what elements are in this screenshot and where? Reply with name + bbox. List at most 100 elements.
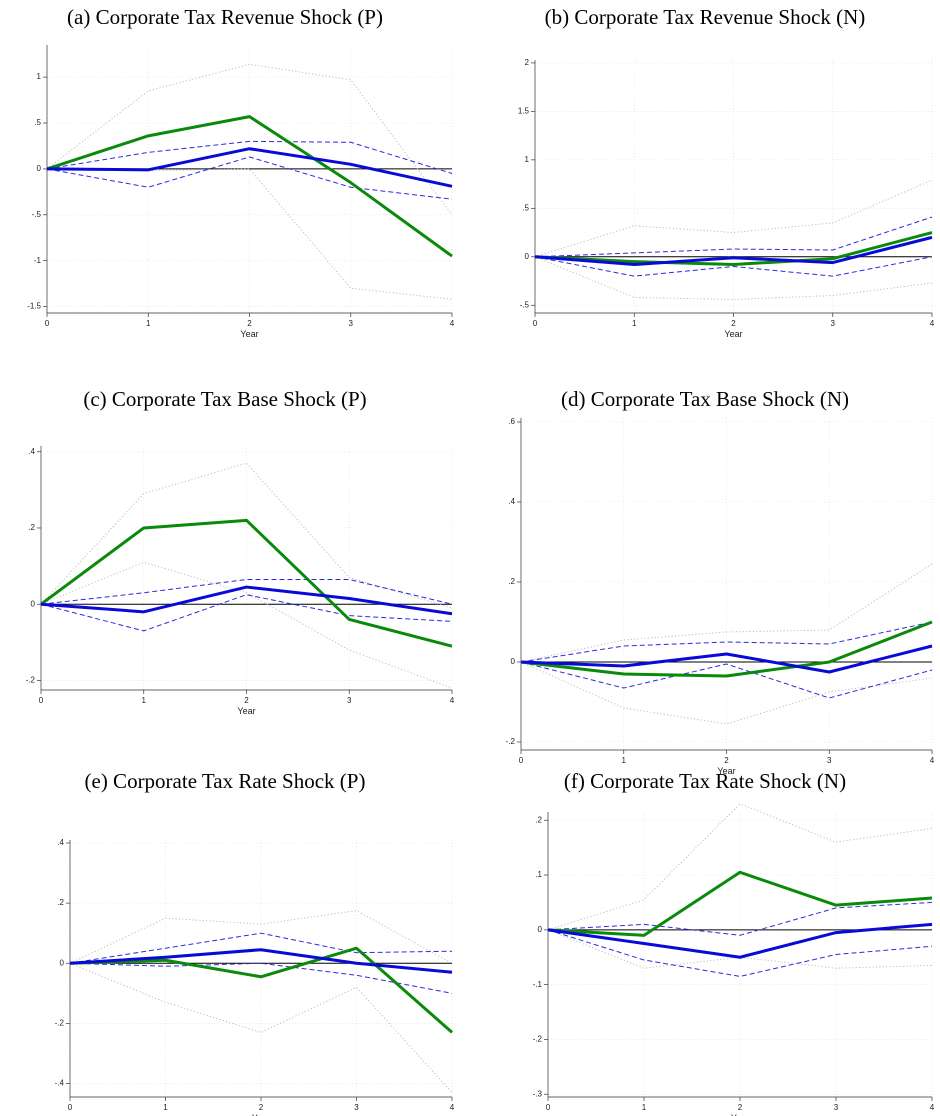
series-line [40,578,453,605]
x-axis-label: Year [240,329,258,339]
series-line [534,256,933,300]
y-tick-label: .2 [535,815,542,824]
y-tick-label: -1 [34,256,42,265]
series-line [40,561,453,689]
series-line [46,147,453,188]
y-tick-label: -1.5 [27,302,41,311]
series-line [520,661,933,725]
x-axis-label: Year [237,706,255,716]
x-tick-label: 1 [163,1103,168,1112]
y-tick-label: -.2 [26,676,36,685]
y-tick-label: -.5 [520,300,530,309]
series-line [69,932,453,964]
y-tick-label: -.1 [533,980,543,989]
series-line [46,115,453,258]
series-line [69,948,453,974]
x-axis-label: Year [252,1113,270,1116]
series-line [69,910,453,964]
y-tick-label: .2 [508,577,515,586]
y-tick-label: 0 [31,599,36,608]
series-line [520,661,933,699]
series-line [520,621,933,663]
x-tick-label: 2 [724,756,729,765]
series-line [40,594,453,632]
series-line [520,563,933,663]
x-tick-label: 3 [834,1103,839,1112]
x-tick-label: 4 [450,319,455,328]
y-tick-label: -.2 [533,1035,543,1044]
x-tick-label: 2 [247,319,252,328]
x-tick-label: 2 [259,1103,264,1112]
x-tick-label: 4 [930,756,935,765]
x-tick-label: 0 [39,696,44,705]
x-tick-label: 3 [354,1103,359,1112]
x-tick-label: 0 [519,756,524,765]
x-tick-label: 3 [347,696,352,705]
x-tick-label: 2 [244,696,249,705]
series-line [520,620,933,678]
y-tick-label: .2 [57,898,64,907]
y-tick-label: .6 [508,417,515,426]
x-tick-label: 1 [632,319,637,328]
y-tick-label: 0 [60,958,65,967]
series-line [547,929,933,977]
y-tick-label: -.4 [55,1079,65,1088]
series-line [547,922,933,959]
y-tick-label: -.5 [32,210,42,219]
x-axis-label: Year [731,1113,749,1116]
y-tick-label: .4 [508,497,515,506]
y-tick-label: .1 [535,870,542,879]
x-tick-label: 1 [142,696,147,705]
y-tick-label: 0 [511,657,516,666]
x-tick-label: 0 [533,319,538,328]
y-tick-label: 1.5 [518,106,530,115]
series-line [534,235,933,267]
series-line [534,256,933,277]
series-line [46,63,453,216]
series-line [40,518,453,648]
panel-title: (e) Corporate Tax Rate Shock (P) [85,769,366,793]
x-tick-label: 4 [930,319,935,328]
x-tick-label: 3 [349,319,354,328]
x-axis-label: Year [724,329,742,339]
y-tick-label: 2 [525,58,530,67]
y-tick-label: 0 [37,164,42,173]
series-line [547,901,933,936]
series-line [534,231,933,267]
series-line [69,962,453,1093]
x-tick-label: 1 [622,756,627,765]
x-tick-label: 4 [450,1103,455,1112]
series-line [46,156,453,200]
x-tick-label: 0 [68,1103,73,1112]
y-tick-label: 1 [37,72,42,81]
x-tick-label: 3 [831,319,836,328]
panel-title: (f) Corporate Tax Rate Shock (N) [564,769,846,793]
x-tick-label: 4 [930,1103,935,1112]
x-tick-label: 2 [738,1103,743,1112]
y-tick-label: 0 [525,252,530,261]
y-tick-label: -.2 [506,737,516,746]
series-line [520,644,933,674]
y-tick-label: -.3 [533,1089,543,1098]
series-line [69,946,453,1034]
panel-title: (c) Corporate Tax Base Shock (P) [83,387,366,411]
x-tick-label: 1 [642,1103,647,1112]
y-tick-label: .4 [28,447,35,456]
y-tick-label: .5 [522,203,529,212]
x-tick-label: 3 [827,756,832,765]
series-line [547,870,933,937]
series-line [46,140,453,174]
x-tick-label: 0 [546,1103,551,1112]
x-tick-label: 2 [731,319,736,328]
panel-title: (d) Corporate Tax Base Shock (N) [561,387,849,411]
y-tick-label: .2 [28,523,35,532]
series-line [534,179,933,258]
x-tick-label: 0 [45,319,50,328]
x-tick-label: 4 [450,696,455,705]
panel-title: (a) Corporate Tax Revenue Shock (P) [67,5,383,29]
series-line [534,216,933,258]
panel-title: (b) Corporate Tax Revenue Shock (N) [545,5,866,29]
y-tick-label: -.2 [55,1018,65,1027]
y-tick-label: .4 [57,838,64,847]
